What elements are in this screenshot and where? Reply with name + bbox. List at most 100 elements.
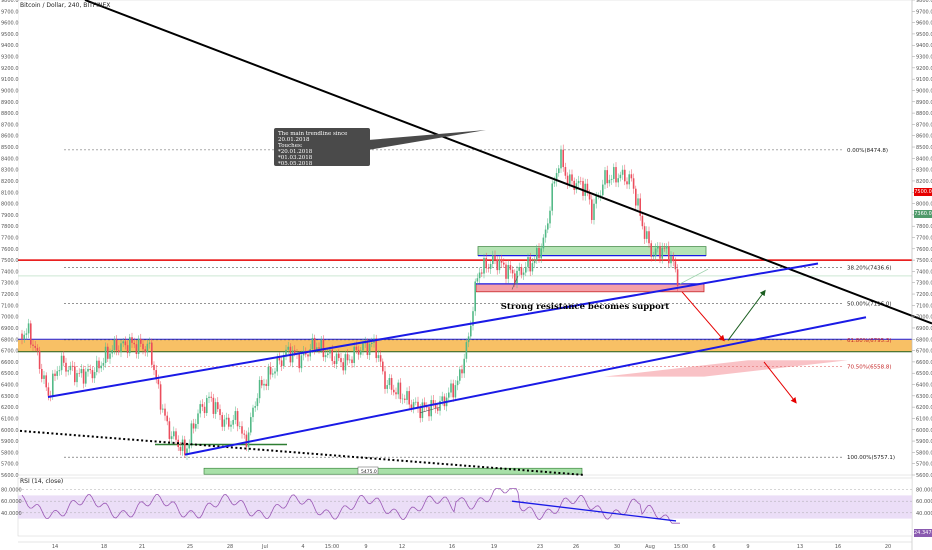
- candle-body: [351, 359, 353, 363]
- y-tick-label-left: 7800.0: [1, 224, 19, 230]
- candle-body: [395, 392, 397, 395]
- candle-body: [399, 382, 402, 400]
- chart-title: Bitcoin / Dollar, 240, BITFINEX: [20, 2, 111, 9]
- candle-body: [410, 404, 413, 409]
- candle-body: [148, 342, 151, 344]
- y-tick-label: 7300.0: [916, 281, 932, 287]
- y-tick-label-left: 9400.0: [1, 43, 19, 49]
- candle-body: [212, 397, 215, 414]
- y-tick-label: 8200.0: [916, 179, 932, 185]
- y-tick-label: 7200.0: [916, 292, 932, 298]
- candle-body: [575, 183, 578, 190]
- time-axis[interactable]: 14 18 21 25 28 Jul 4 15:00 9 12 16 19 23 26 30 Aug 15:00…: [18, 541, 912, 550]
- candle-body: [27, 323, 30, 334]
- candle-body: [91, 370, 94, 379]
- candle-body: [498, 259, 501, 271]
- candle-body: [153, 364, 155, 371]
- candle-body: [362, 343, 364, 351]
- candle-body: [417, 401, 419, 409]
- candle-body: [41, 368, 43, 379]
- candle-body: [47, 387, 50, 396]
- candle-body: [206, 398, 208, 414]
- breakdown-arrow: [763, 361, 797, 404]
- candle-body: [571, 174, 573, 181]
- candle-body: [236, 411, 239, 427]
- candle-body: [219, 409, 221, 416]
- candle-body: [531, 263, 534, 272]
- y-tick-label-left: 9600.0: [1, 21, 19, 27]
- y-tick-label: 5600.0: [916, 473, 932, 479]
- candle-body: [265, 383, 267, 386]
- x-tick-label: 19: [491, 544, 497, 550]
- candle-body: [654, 248, 657, 257]
- y-tick-label: 9300.0: [916, 55, 932, 61]
- candle-body: [643, 226, 646, 239]
- candle-body: [210, 396, 212, 398]
- candle-body: [74, 366, 76, 383]
- candle-body: [228, 417, 230, 427]
- candle-body: [239, 426, 241, 427]
- y-tick-label: 8000.0: [916, 202, 932, 208]
- y-tick-label-left: 6100.0: [1, 416, 19, 422]
- y-tick-label-left: 5800.0: [1, 450, 19, 456]
- candle-body: [245, 434, 248, 447]
- left-axis-bg: [0, 0, 18, 550]
- candle-body: [558, 168, 560, 174]
- candle-body: [584, 183, 586, 196]
- y-tick-label: 6200.0: [916, 405, 932, 411]
- candle-body: [591, 199, 593, 220]
- candle-body: [115, 339, 118, 351]
- candle-body: [104, 346, 107, 363]
- note-line: *01.03.2018: [278, 155, 313, 161]
- candle-body: [331, 349, 333, 362]
- candle-body: [610, 178, 613, 180]
- candle-body: [621, 169, 624, 175]
- x-tick-label: 12: [399, 544, 405, 550]
- candle-body: [485, 257, 487, 269]
- candle-body: [137, 338, 140, 355]
- candle-body: [214, 402, 217, 414]
- candle-body: [663, 247, 666, 249]
- candle-body: [632, 178, 635, 189]
- y-tick-label-left: 9800.0: [1, 0, 19, 4]
- candle-body: [190, 423, 193, 445]
- candle-body: [641, 215, 644, 227]
- candle-body: [329, 349, 331, 354]
- bounce-arrow: [727, 289, 766, 341]
- rsi-pane: 80.0000 80.0000 60.0000 60.0000 40.0000 40.00…: [1, 477, 932, 537]
- y-tick-label-left: 8200.0: [1, 179, 19, 185]
- candle-body: [569, 174, 571, 184]
- channel-mark: [419, 406, 441, 414]
- candle-body: [415, 401, 417, 403]
- candle-body: [344, 354, 347, 371]
- candle-body: [421, 402, 424, 419]
- candle-body: [291, 350, 294, 363]
- y-tick-label-left: 7900.0: [1, 213, 19, 219]
- candle-body: [316, 347, 318, 350]
- candle-body: [69, 365, 72, 371]
- rsi-value-tag: 24.3478: [914, 529, 932, 537]
- candle-body: [577, 180, 580, 184]
- y-tick-label: 6700.0: [916, 349, 932, 355]
- current-price-tag: 7360.0: [914, 210, 932, 218]
- candle-body: [657, 245, 659, 249]
- candle-body: [221, 415, 223, 427]
- candle-body: [360, 350, 362, 355]
- candle-body: [111, 349, 113, 354]
- y-tick-label: 7100.0: [916, 303, 932, 309]
- candle-body: [54, 373, 56, 376]
- y-tick-label-left: 7700.0: [1, 236, 19, 242]
- fib-label: 50.00%(7116.0): [847, 302, 892, 308]
- candle-body: [113, 339, 116, 350]
- candle-body: [437, 408, 439, 411]
- candle-body: [243, 433, 245, 435]
- candle-body: [333, 361, 336, 364]
- y-tick-label: 6100.0: [916, 416, 932, 422]
- candle-body: [280, 360, 283, 366]
- y-tick-label-left: 6700.0: [1, 349, 19, 355]
- candle-body: [560, 149, 562, 169]
- candle-body: [247, 432, 250, 447]
- candle-body: [674, 261, 677, 270]
